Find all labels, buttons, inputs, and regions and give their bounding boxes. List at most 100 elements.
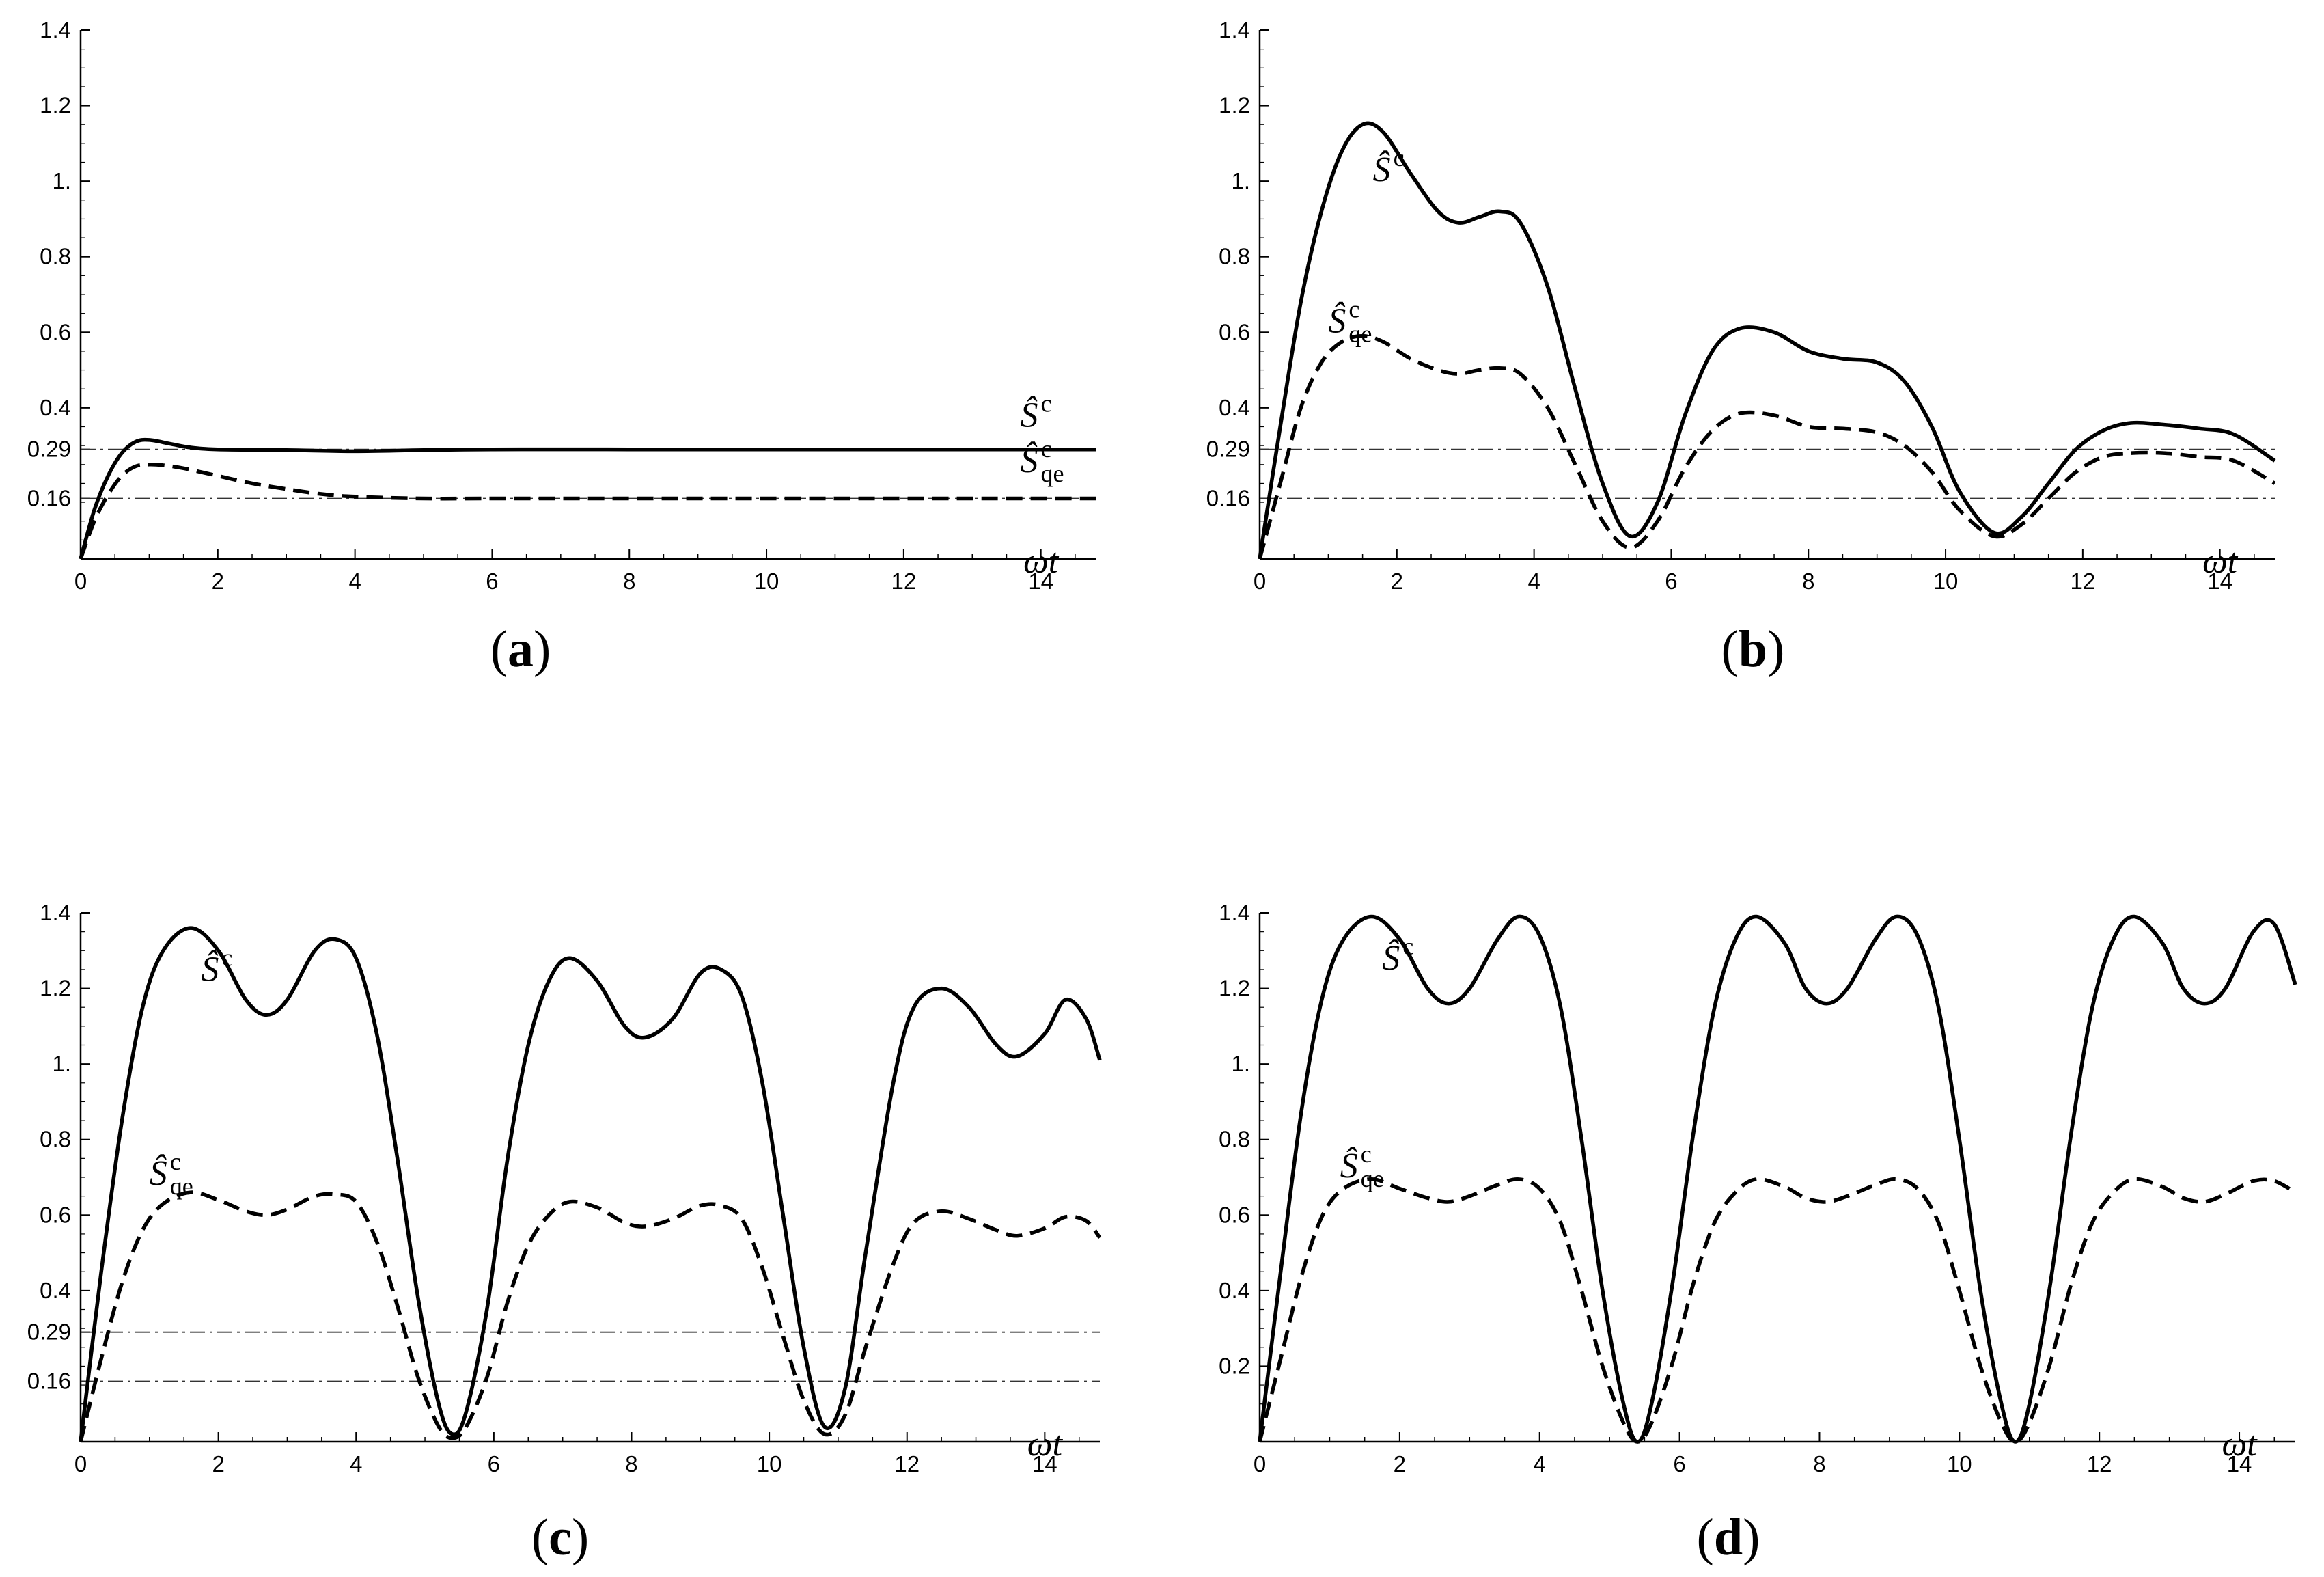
series-label-sup: c xyxy=(1361,1140,1372,1168)
series-s-line xyxy=(1258,121,2276,560)
y-tick-label: 0.16 xyxy=(1206,486,1250,511)
y-tick-label: 1.2 xyxy=(1219,93,1250,118)
panel-label: (c) xyxy=(531,1509,589,1566)
y-tick-label: 1.2 xyxy=(40,976,71,1001)
chart-panel-3: 0 2 4 6 8 10 12 140.20.40.60.81.1.21.4Ŝ cŜ cqeωt(… xyxy=(1219,900,2297,1566)
y-tick-label: 0.29 xyxy=(1206,437,1250,462)
x-tick-label: 8 xyxy=(1802,568,1814,594)
x-tick-label: 14 xyxy=(2227,1451,2252,1477)
series-label-sub: qe xyxy=(170,1173,193,1200)
x-tick-label: 0 xyxy=(1254,568,1266,594)
series-sqe-line xyxy=(1258,1177,2297,1444)
x-tick-label: 6 xyxy=(488,1451,500,1477)
y-tick-label: 0.8 xyxy=(40,244,71,269)
series-sqe-line xyxy=(1258,334,2276,560)
series-label: Ŝ xyxy=(1021,441,1038,480)
panel-label: (b) xyxy=(1721,620,1785,678)
y-tick-label: 1. xyxy=(52,168,71,193)
y-tick-label: 0.8 xyxy=(40,1127,71,1152)
x-tick-label: 4 xyxy=(348,568,361,594)
x-tick-label: 8 xyxy=(1813,1451,1825,1477)
chart-panel-1: 0 2 4 6 8 10 12 140.160.290.40.60.81.1.21.4Ŝ cŜ c… xyxy=(1206,17,2276,678)
y-tick-label: 0.6 xyxy=(1219,319,1250,344)
series-label: Ŝ xyxy=(150,1153,167,1193)
series-label-sub: qe xyxy=(1361,1165,1384,1192)
chart-panel-0: 0 2 4 6 8 10 12 14 0.16 0.29 0.4 0.6 0.8 1. 1.2 1.4 Ŝ cŜ c… xyxy=(27,17,1096,678)
x-tick-label: 12 xyxy=(891,568,917,594)
x-tick-label: 14 xyxy=(2207,568,2232,594)
y-tick-label: 1. xyxy=(52,1051,71,1076)
x-tick-label: 2 xyxy=(212,568,224,594)
series-s-line xyxy=(79,437,1096,560)
x-tick-label: 10 xyxy=(757,1451,782,1477)
series-label-sup: c xyxy=(1394,144,1405,172)
y-tick-label: 0.8 xyxy=(1219,244,1250,269)
series-label: Ŝ xyxy=(1340,1146,1358,1185)
y-tick-label: 1. xyxy=(1231,168,1250,193)
x-tick-label: 2 xyxy=(1391,568,1403,594)
series-label-sup: c xyxy=(170,1148,181,1175)
series-label-sup: c xyxy=(1348,295,1359,323)
x-tick-label: 12 xyxy=(894,1451,919,1477)
y-tick-label: 0.6 xyxy=(40,1202,71,1227)
x-tick-label: 4 xyxy=(350,1451,362,1477)
series-s-line xyxy=(1258,914,2297,1444)
x-tick-label: 8 xyxy=(625,1451,637,1477)
x-tick-label: 10 xyxy=(1933,568,1959,594)
x-tick-label: 10 xyxy=(754,568,779,594)
panel-label: (d) xyxy=(1697,1509,1760,1566)
x-tick-label: 2 xyxy=(212,1451,224,1477)
x-tick-label: 6 xyxy=(1665,568,1677,594)
chart-panel-2: 0 2 4 6 8 10 12 140.160.290.40.60.81.1.21.4Ŝ cŜ c… xyxy=(27,900,1102,1566)
x-tick-label: 12 xyxy=(2087,1451,2112,1477)
x-tick-label: 2 xyxy=(1394,1451,1406,1477)
x-tick-label: 14 xyxy=(1028,568,1053,594)
x-axis-label: ωt xyxy=(1027,1425,1064,1464)
series-label-sup: c xyxy=(1041,390,1052,417)
y-tick-label: 0.16 xyxy=(27,1369,71,1394)
series-sqe-line xyxy=(79,1190,1102,1442)
y-tick-label: 1.4 xyxy=(1219,900,1250,925)
x-tick-label: 10 xyxy=(1947,1451,1972,1477)
x-tick-label: 14 xyxy=(1032,1451,1057,1477)
y-tick-label: 0.29 xyxy=(27,1319,71,1345)
y-tick-label: 0.4 xyxy=(1219,395,1250,420)
series-label-sup: c xyxy=(1041,435,1052,463)
x-tick-label: 0 xyxy=(74,568,87,594)
y-tick-label: 0.29 xyxy=(27,437,71,462)
series-s-line xyxy=(79,926,1102,1442)
y-tick-label: 1.2 xyxy=(1219,976,1250,1001)
series-label-sup: c xyxy=(1402,933,1413,960)
y-tick-label: 0.4 xyxy=(40,1278,71,1303)
y-tick-label: 1.2 xyxy=(40,93,71,118)
y-tick-label: 1. xyxy=(1231,1051,1250,1076)
y-tick-label: 1.4 xyxy=(40,17,71,42)
y-tick-label: 1.4 xyxy=(1219,17,1250,42)
y-tick-label: 0.8 xyxy=(1219,1127,1250,1152)
panel-label: (a) xyxy=(490,620,551,678)
x-axis-label: ωt xyxy=(2202,542,2239,581)
series-label: Ŝ xyxy=(201,950,219,989)
series-label-sub: qe xyxy=(1041,460,1064,487)
y-tick-label: 0.6 xyxy=(1219,1202,1250,1227)
y-tick-label: 1.4 xyxy=(40,900,71,925)
x-tick-label: 0 xyxy=(74,1451,87,1477)
x-tick-label: 4 xyxy=(1527,568,1540,594)
x-tick-label: 6 xyxy=(1673,1451,1685,1477)
series-label: Ŝ xyxy=(1021,396,1038,435)
x-tick-label: 6 xyxy=(486,568,498,594)
x-tick-label: 12 xyxy=(2071,568,2096,594)
series-label-sup: c xyxy=(221,944,232,972)
y-tick-label: 0.6 xyxy=(40,319,71,344)
series-sqe-line xyxy=(79,462,1096,560)
y-tick-label: 0.4 xyxy=(40,395,71,420)
series-label-sub: qe xyxy=(1348,320,1372,347)
x-axis-label: ωt xyxy=(2222,1425,2258,1464)
y-tick-label: 0.16 xyxy=(27,486,71,511)
x-axis-label: ωt xyxy=(1023,542,1060,581)
y-tick-label: 0.4 xyxy=(1219,1278,1250,1303)
y-tick-label: 0.2 xyxy=(1219,1353,1250,1378)
series-label: Ŝ xyxy=(1373,150,1391,189)
x-tick-label: 4 xyxy=(1534,1451,1546,1477)
